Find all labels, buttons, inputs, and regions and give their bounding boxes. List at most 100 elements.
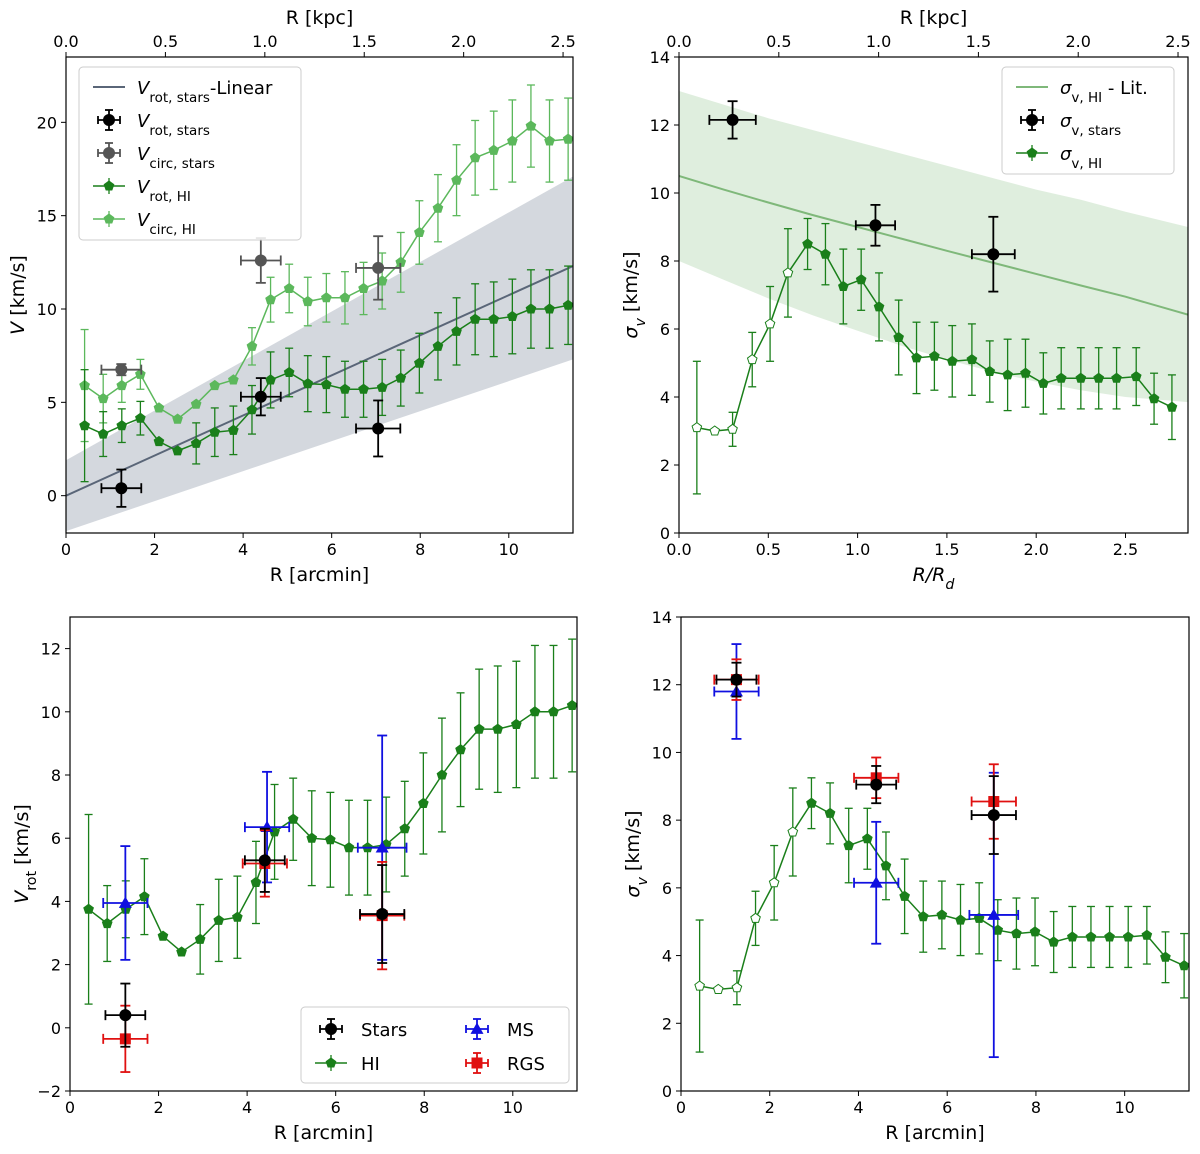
top-x-axis-label: R [kpc]	[900, 7, 968, 29]
data-point	[929, 350, 940, 361]
data-point	[1067, 931, 1078, 942]
y-tick-label: 10	[41, 703, 61, 722]
x-axis-label: R [arcmin]	[270, 564, 369, 586]
data-point	[731, 982, 743, 993]
data-point	[507, 310, 518, 321]
legend-label-part: v, HI	[1071, 90, 1102, 106]
legend: Stars MS HI RGS	[300, 1006, 570, 1084]
y-tick-label: 12	[652, 676, 672, 695]
data-point	[870, 778, 883, 791]
data-point	[727, 423, 738, 434]
x-axis-label-part: R [arcmin]	[274, 1122, 373, 1144]
x-tick-label-part: 10	[499, 540, 519, 559]
data-point	[984, 365, 996, 376]
data-point	[507, 135, 518, 146]
top-x-tick-label: 2.0	[451, 32, 476, 51]
y-tick-label: 2	[662, 1014, 672, 1033]
data-point	[97, 428, 109, 439]
data-point	[283, 282, 295, 293]
y-tick-label: 0	[662, 1082, 672, 1101]
data-point	[562, 299, 573, 310]
top-x-tick-label-part: 0.5	[153, 32, 178, 51]
legend-label: σv, stars	[1060, 111, 1121, 139]
x-tick-label: 2	[149, 540, 159, 559]
top-x-axis-label-part: R [kpc]	[286, 7, 354, 29]
data-point	[987, 809, 1000, 822]
x-tick-label: 1.5	[934, 540, 959, 559]
y-axis-label-part: V	[7, 320, 29, 335]
data-point	[451, 174, 462, 185]
y-tick-label: 0	[47, 487, 57, 506]
data-point	[228, 424, 239, 435]
y-tick-label-part: 8	[51, 766, 61, 785]
x-tick-label: 10	[499, 540, 519, 559]
data-point	[135, 368, 146, 379]
y-tick-label-part: 8	[662, 811, 672, 830]
data-point	[469, 313, 481, 324]
data-point	[414, 226, 425, 237]
y-axis-label-part: [km/s]	[622, 810, 644, 877]
x-tick-label: 2.0	[1023, 540, 1048, 559]
x-axis-label-part: d	[945, 577, 955, 593]
data-point	[1160, 951, 1171, 962]
x-tick-label: 6	[327, 540, 337, 559]
x-tick-label: 0.0	[666, 540, 691, 559]
legend-label: Vcirc, stars	[137, 144, 215, 172]
legend-label-part: rot, stars	[149, 90, 210, 106]
legend-label-part: v, stars	[1071, 123, 1121, 139]
top-x-tick-label: 2.5	[550, 32, 575, 51]
series-V_rot,HI	[79, 265, 573, 483]
data-point	[917, 910, 929, 922]
x-tick-label: 2	[765, 1098, 775, 1117]
legend-label: HI	[361, 1054, 380, 1075]
data-point	[1178, 960, 1189, 971]
data-point	[432, 340, 444, 351]
y-axis-label-part: rot	[24, 871, 40, 891]
plot-area	[66, 84, 573, 532]
y-tick-label: 12	[41, 640, 61, 659]
data-point	[511, 718, 522, 729]
x-tick-label-part: 8	[419, 1098, 429, 1117]
y-tick-label-part: 10	[650, 184, 670, 203]
data-point	[358, 282, 369, 293]
data-point	[135, 412, 146, 423]
y-tick-label: 8	[51, 766, 61, 785]
data-point	[246, 404, 258, 415]
legend-symbol	[103, 147, 115, 159]
top-x-tick-label: 1.5	[352, 32, 377, 51]
x-tick-label: 10	[1114, 1098, 1134, 1117]
data-point	[321, 378, 332, 390]
legend-label-part: σ	[1060, 144, 1072, 165]
series-sigma_v,stars	[708, 100, 1016, 293]
x-tick-label-part: 0	[61, 540, 71, 559]
data-point	[418, 797, 429, 808]
data-point	[1141, 929, 1153, 940]
y-tick-label-part: 8	[660, 252, 670, 271]
x-tick-label-part: 6	[327, 540, 337, 559]
x-tick-label-part: 4	[242, 1098, 252, 1117]
data-point	[544, 135, 555, 146]
y-tick-label: 4	[662, 947, 672, 966]
y-tick-label: 4	[660, 388, 670, 407]
data-point	[116, 379, 128, 391]
axes-frame	[678, 56, 1189, 534]
top-x-tick-label-part: 0.0	[53, 32, 78, 51]
data-point	[176, 946, 187, 957]
x-tick-label: 4	[853, 1098, 863, 1117]
top-x-tick-label-part: 0.5	[766, 32, 791, 51]
data-point	[172, 413, 183, 424]
data-point	[376, 381, 388, 392]
data-point	[376, 908, 389, 921]
data-point	[750, 912, 761, 923]
data-point	[746, 353, 758, 365]
data-point	[190, 437, 202, 448]
data-point	[395, 372, 407, 383]
series-HI	[83, 638, 577, 1005]
top-x-tick-label-part: 2.5	[550, 32, 575, 51]
x-tick-label-part: 1.5	[934, 540, 959, 559]
y-axis-label-part: [km/s]	[11, 804, 33, 871]
data-point	[325, 834, 336, 845]
legend-label-part: HI	[361, 1054, 380, 1075]
data-point	[782, 267, 794, 278]
